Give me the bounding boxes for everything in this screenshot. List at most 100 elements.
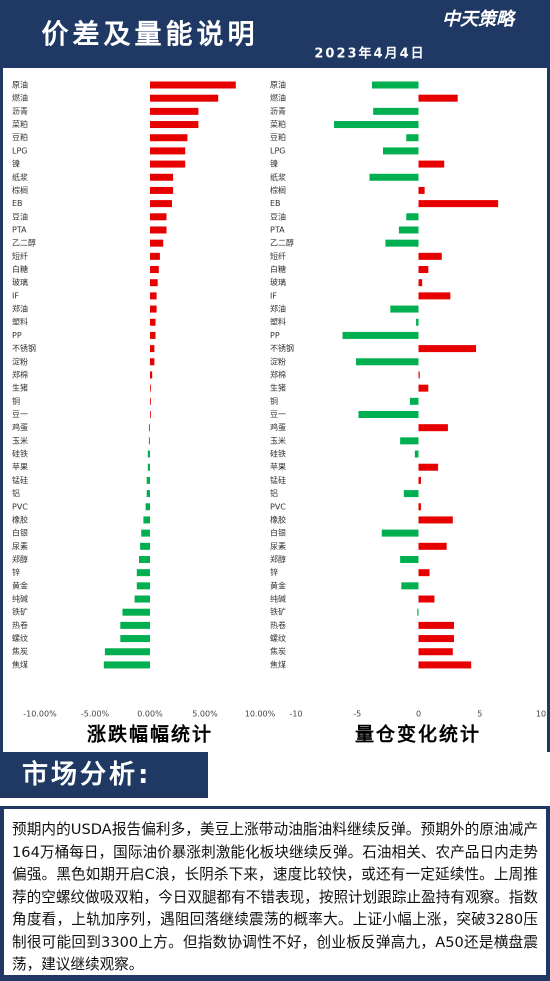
bar (390, 305, 419, 313)
bar (120, 635, 150, 643)
category-label: 铁矿 (12, 607, 28, 617)
category-label: 淀粉 (270, 356, 286, 366)
section-heading: 市场分析: (0, 752, 208, 798)
bar (418, 371, 420, 379)
bar (418, 463, 439, 471)
category-label: PVC (12, 502, 28, 511)
bar (401, 582, 419, 590)
category-label: 镍 (270, 159, 278, 169)
x-tick-label: -10.00% (23, 710, 57, 719)
category-label: 尿素 (12, 541, 28, 551)
bar (150, 358, 155, 366)
category-label: 铝 (270, 488, 278, 498)
bar (418, 345, 477, 353)
category-label: 铜 (12, 396, 20, 406)
category-label: 玻璃 (12, 277, 28, 287)
category-label: 郑醇 (270, 554, 286, 564)
category-label: 硅铁 (12, 449, 28, 459)
category-label: 原油 (270, 80, 286, 90)
bar (418, 516, 453, 524)
bar (150, 239, 164, 247)
bar (136, 569, 150, 577)
category-label: 短纤 (270, 251, 286, 261)
x-tick-label: 10 (536, 710, 546, 719)
category-label: 短纤 (12, 251, 28, 261)
bar (416, 318, 419, 326)
bar (146, 476, 150, 484)
bar (147, 450, 150, 458)
category-label: 硅铁 (270, 449, 286, 459)
bar (136, 582, 150, 590)
x-tick-label: -5 (353, 710, 361, 719)
bar (150, 134, 188, 142)
bar (417, 608, 419, 616)
category-label: 锌 (270, 567, 278, 577)
bar (418, 476, 421, 484)
category-label: 铜 (270, 396, 278, 406)
bar (134, 595, 150, 603)
category-label: PP (12, 331, 22, 340)
bar (418, 292, 451, 300)
category-label: 焦煤 (12, 659, 28, 669)
x-tick-label: 10.00% (245, 710, 276, 719)
bar (373, 107, 419, 115)
category-label: EB (12, 199, 23, 208)
category-label: 镍 (12, 159, 20, 169)
category-label: 鸡蛋 (12, 422, 28, 432)
category-label: 玻璃 (270, 277, 286, 287)
bar (150, 266, 159, 274)
x-tick-label: 5.00% (192, 710, 218, 719)
bar (140, 542, 150, 550)
category-label: 苹果 (12, 462, 28, 472)
x-tick-label: 0 (416, 710, 421, 719)
bar (418, 569, 430, 577)
category-label: 塑料 (270, 317, 286, 327)
category-label: 郑油 (12, 304, 28, 314)
bar (400, 437, 419, 445)
bar (333, 121, 419, 129)
bar (120, 621, 150, 629)
category-label: 白银 (270, 528, 286, 538)
category-label: 苹果 (270, 462, 286, 472)
bar (418, 384, 429, 392)
x-tick-label: 0.00% (137, 710, 163, 719)
category-label: 不锈钢 (12, 343, 36, 353)
x-tick-label: -10 (289, 710, 302, 719)
category-label: 焦煤 (270, 659, 286, 669)
category-label: 不锈钢 (270, 343, 294, 353)
category-label: 热卷 (270, 620, 286, 630)
category-label: 黄金 (12, 580, 28, 590)
bar (400, 555, 419, 563)
bar (150, 331, 156, 339)
bar (418, 94, 458, 102)
category-label: 鸡蛋 (270, 422, 286, 432)
category-label: 燃油 (270, 93, 286, 103)
category-label: 螺纹 (270, 633, 286, 643)
date: 2023年4月4日 (314, 46, 425, 62)
bar (406, 134, 419, 142)
bar (418, 648, 453, 656)
bar (409, 397, 419, 405)
category-label: 热卷 (12, 620, 28, 630)
category-label: 棕榈 (12, 185, 28, 195)
bar (418, 661, 472, 669)
bar (150, 226, 167, 234)
bar (382, 147, 419, 155)
bar (150, 147, 186, 155)
category-label: 郑醇 (12, 554, 28, 564)
bar (418, 266, 429, 274)
category-label: IF (270, 291, 277, 300)
bar (141, 529, 150, 537)
category-label: IF (12, 291, 19, 300)
category-label: 铝 (12, 488, 20, 498)
category-label: 豆一 (12, 410, 28, 419)
category-label: 焦炭 (12, 646, 28, 656)
bar (418, 160, 445, 168)
bar (418, 621, 455, 629)
category-label: 豆油 (12, 211, 28, 221)
bar (342, 331, 419, 339)
bar (371, 81, 419, 89)
x-tick-label: 5 (477, 710, 482, 719)
bar (150, 371, 153, 379)
bar (150, 186, 174, 194)
